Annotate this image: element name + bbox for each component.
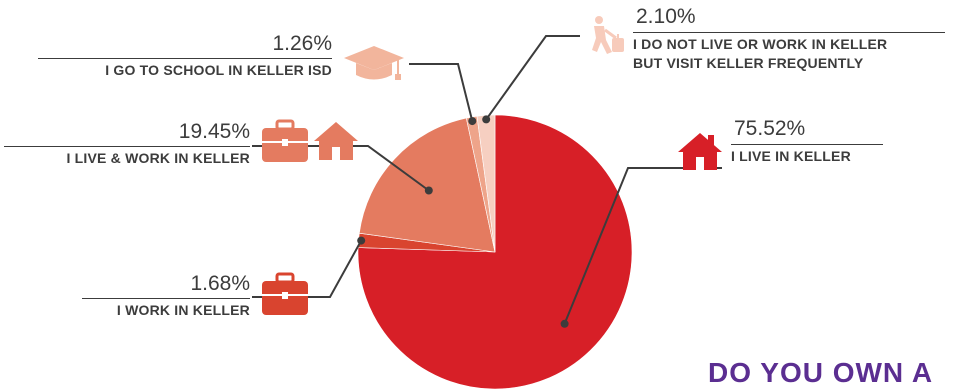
label-rule-school: [38, 58, 332, 59]
leader-dot-live: [561, 320, 569, 328]
leader-line-school: [409, 64, 472, 121]
slice-value-live: 75.52%: [734, 118, 805, 140]
label-rule-work: [82, 298, 250, 299]
leader-line-visit: [486, 36, 580, 119]
slice-label-school: I GO TO SCHOOL IN KELLER ISD: [105, 62, 332, 79]
slice-label-work: I WORK IN KELLER: [117, 302, 250, 319]
slice-value-visit: 2.10%: [636, 6, 696, 28]
label-rule-live-work: [4, 146, 250, 147]
slice-label-live-work: I LIVE & WORK IN KELLER: [67, 150, 251, 167]
briefcase-icon: [262, 274, 308, 315]
leader-dot-school: [468, 117, 476, 125]
traveler-with-suitcase-icon: [592, 16, 624, 54]
slice-label-visit-line2: BUT VISIT KELLER FREQUENTLY: [633, 55, 863, 72]
leader-dot-visit: [482, 115, 490, 123]
slice-value-work: 1.68%: [190, 273, 250, 295]
label-rule-live: [731, 144, 883, 145]
leader-dot-live-work: [425, 187, 433, 195]
graduation-cap-icon: [344, 46, 404, 80]
slice-value-school: 1.26%: [272, 33, 332, 55]
briefcase-and-house-icon: [262, 121, 358, 162]
next-section-heading: DO YOU OWN A: [708, 357, 933, 389]
slice-label-live: I LIVE IN KELLER: [731, 148, 851, 165]
label-rule-visit: [633, 32, 945, 33]
slice-value-live-work: 19.45%: [179, 121, 250, 143]
leader-dot-work: [357, 237, 365, 245]
slice-label-visit-line1: I DO NOT LIVE OR WORK IN KELLER: [633, 36, 887, 53]
house-icon: [678, 133, 722, 170]
